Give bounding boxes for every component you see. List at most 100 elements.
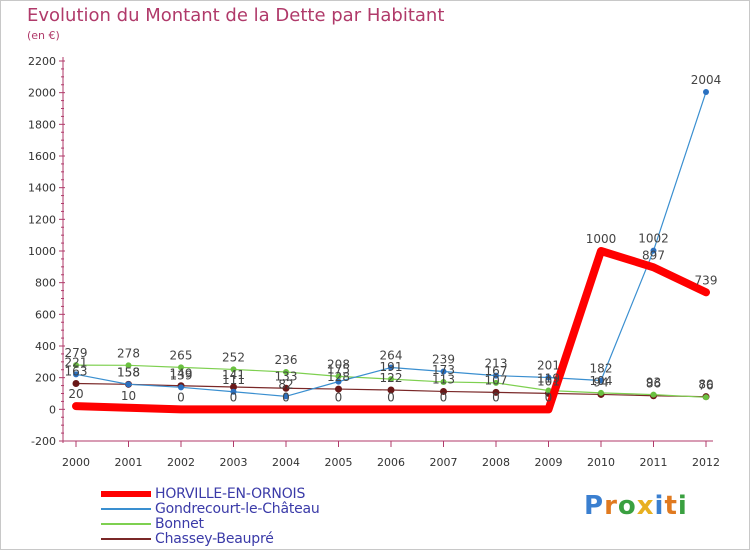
data-label: 0 xyxy=(387,390,395,404)
data-label: 213 xyxy=(485,357,508,371)
data-label: 0 xyxy=(440,390,448,404)
proxiti-logo: Proxiti xyxy=(584,491,688,521)
data-point xyxy=(335,373,342,380)
y-tick-label: 800 xyxy=(35,277,56,290)
data-point xyxy=(72,380,80,388)
data-label: 76 xyxy=(698,378,713,392)
data-label: 0 xyxy=(177,390,185,404)
data-label: 167 xyxy=(485,364,508,378)
x-tick-label: 2008 xyxy=(482,456,510,469)
data-label: 107 xyxy=(485,373,508,387)
legend-label-bonnet: Bonnet xyxy=(155,516,204,532)
data-point xyxy=(545,387,552,394)
data-label: 236 xyxy=(275,353,298,367)
data-label: 279 xyxy=(65,346,88,360)
y-tick-label: 2000 xyxy=(28,87,56,100)
data-label: 191 xyxy=(380,360,403,374)
data-point xyxy=(545,374,552,381)
x-tick-label: 2001 xyxy=(115,456,143,469)
data-label: 20 xyxy=(68,387,83,401)
data-label: 173 xyxy=(432,363,455,377)
data-label: 133 xyxy=(275,369,298,383)
series-line-0 xyxy=(72,247,710,414)
data-label: 113 xyxy=(432,372,455,386)
data-point xyxy=(178,364,184,371)
legend-swatch-gondrecourt xyxy=(101,508,151,510)
legend-swatch-chassey xyxy=(101,538,151,540)
data-label: 111 xyxy=(222,373,245,387)
data-label: 119 xyxy=(537,371,560,385)
legend-label-chassey: Chassey-Beaupré xyxy=(155,531,274,547)
data-label: 86 xyxy=(646,377,661,391)
x-tick-label: 2012 xyxy=(692,456,720,469)
data-label: 182 xyxy=(590,362,613,376)
y-tick-label: 0 xyxy=(49,403,56,416)
data-label: 163 xyxy=(65,365,88,379)
data-point xyxy=(598,377,604,384)
data-label: 208 xyxy=(327,357,350,371)
y-tick-label: 1400 xyxy=(28,182,56,195)
data-label: 2004 xyxy=(691,73,722,87)
data-label: 252 xyxy=(222,350,245,364)
y-tick-label: 1000 xyxy=(28,245,56,258)
data-point xyxy=(178,384,184,391)
x-tick-label: 2011 xyxy=(640,456,668,469)
data-point xyxy=(283,393,289,400)
data-label: 0 xyxy=(230,390,238,404)
data-label: 264 xyxy=(380,349,403,363)
data-label: 101 xyxy=(537,374,560,388)
data-label: 93 xyxy=(646,376,661,390)
data-label: 239 xyxy=(432,352,455,366)
y-tick-label: 200 xyxy=(35,372,56,385)
data-point xyxy=(440,387,447,395)
legend-label-gondrecourt: Gondrecourt-le-Château xyxy=(155,501,320,517)
data-point xyxy=(703,89,709,96)
y-tick-label: 1600 xyxy=(28,150,56,163)
data-point xyxy=(650,391,657,398)
x-tick-label: 2005 xyxy=(325,456,353,469)
data-point xyxy=(230,388,237,395)
data-label: 1002 xyxy=(638,232,669,246)
y-tick-label: 2200 xyxy=(28,55,56,68)
data-label: 82 xyxy=(278,377,293,391)
chart-subtitle: (en €) xyxy=(27,29,60,42)
x-tick-label: 2004 xyxy=(272,456,300,469)
legend-swatch-bonnet xyxy=(101,523,151,525)
data-label: 149 xyxy=(170,367,193,381)
data-label: 175 xyxy=(327,363,350,377)
data-point xyxy=(703,394,709,401)
data-label: 739 xyxy=(695,273,718,287)
data-label: 221 xyxy=(65,355,88,369)
y-tick-label: 1800 xyxy=(28,118,56,131)
data-label: 104 xyxy=(590,374,613,388)
x-tick-label: 2003 xyxy=(220,456,248,469)
y-tick-label: 400 xyxy=(35,340,56,353)
x-tick-label: 2007 xyxy=(430,456,458,469)
data-point xyxy=(230,383,237,391)
data-point xyxy=(440,378,447,385)
x-tick-label: 2002 xyxy=(167,456,195,469)
data-label: 897 xyxy=(642,248,665,262)
data-label: 1000 xyxy=(586,232,617,246)
data-label: 0 xyxy=(282,390,290,404)
data-point xyxy=(73,362,79,369)
data-point xyxy=(125,362,132,369)
data-point xyxy=(282,384,290,392)
x-tick-label: 2009 xyxy=(535,456,563,469)
data-point xyxy=(650,247,657,254)
data-label: 158 xyxy=(117,365,140,379)
x-tick-label: 2000 xyxy=(62,456,90,469)
data-point xyxy=(388,364,394,371)
data-label: 122 xyxy=(380,371,403,385)
chart-title: Evolution du Montant de la Dette par Hab… xyxy=(27,5,445,26)
y-tick-label: 1200 xyxy=(28,213,56,226)
data-label: 158 xyxy=(117,365,140,379)
data-label: 0 xyxy=(545,390,553,404)
x-tick-label: 2010 xyxy=(587,456,615,469)
data-point xyxy=(335,378,342,385)
data-point xyxy=(73,371,79,378)
data-point xyxy=(493,379,499,386)
data-point xyxy=(283,368,289,375)
data-point xyxy=(125,381,132,388)
